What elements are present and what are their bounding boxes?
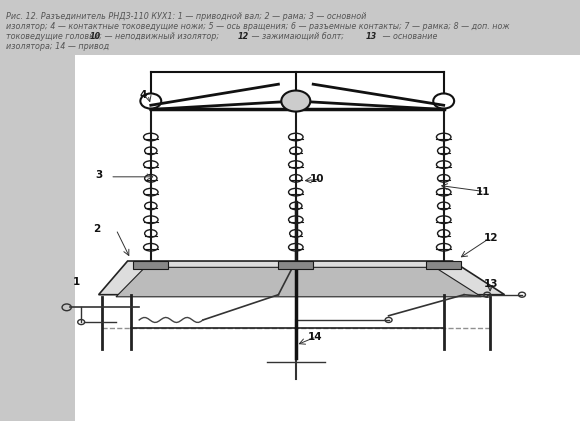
- Circle shape: [281, 91, 310, 112]
- Text: 13: 13: [484, 279, 499, 289]
- Text: 13: 13: [365, 32, 376, 41]
- Text: Рис. 12. Разъединитель РНДЗ-110 КУХ1: 1 — приводной вал; 2 — рама; 3 — основной: Рис. 12. Разъединитель РНДЗ-110 КУХ1: 1 …: [6, 12, 366, 21]
- Text: изолятор; 4 — контактные токоведущие ножи; 5 — ось вращения; 6 — разъемные конта: изолятор; 4 — контактные токоведущие нож…: [6, 22, 509, 31]
- Text: — неподвижный изолятор;: — неподвижный изолятор;: [102, 32, 221, 41]
- Text: 11: 11: [476, 187, 490, 197]
- Text: 10: 10: [90, 32, 101, 41]
- Text: токоведущие головки;: токоведущие головки;: [6, 32, 104, 41]
- Text: 2: 2: [93, 224, 100, 234]
- Text: 14: 14: [307, 332, 322, 342]
- Text: — зажимающий болт;: — зажимающий болт;: [249, 32, 347, 41]
- Text: 1: 1: [72, 277, 80, 287]
- Text: 4: 4: [139, 90, 147, 100]
- Text: 12: 12: [484, 233, 499, 243]
- Bar: [278, 261, 313, 269]
- Text: 10: 10: [310, 174, 325, 184]
- Text: 3: 3: [96, 170, 103, 180]
- Text: 12: 12: [238, 32, 249, 41]
- Polygon shape: [99, 261, 505, 295]
- Text: изолятора; 14 — привод: изолятора; 14 — привод: [6, 42, 109, 51]
- Polygon shape: [116, 267, 481, 297]
- Bar: [426, 261, 461, 269]
- Bar: [133, 261, 168, 269]
- FancyBboxPatch shape: [75, 55, 580, 421]
- Text: — основание: — основание: [380, 32, 437, 41]
- FancyBboxPatch shape: [0, 0, 580, 55]
